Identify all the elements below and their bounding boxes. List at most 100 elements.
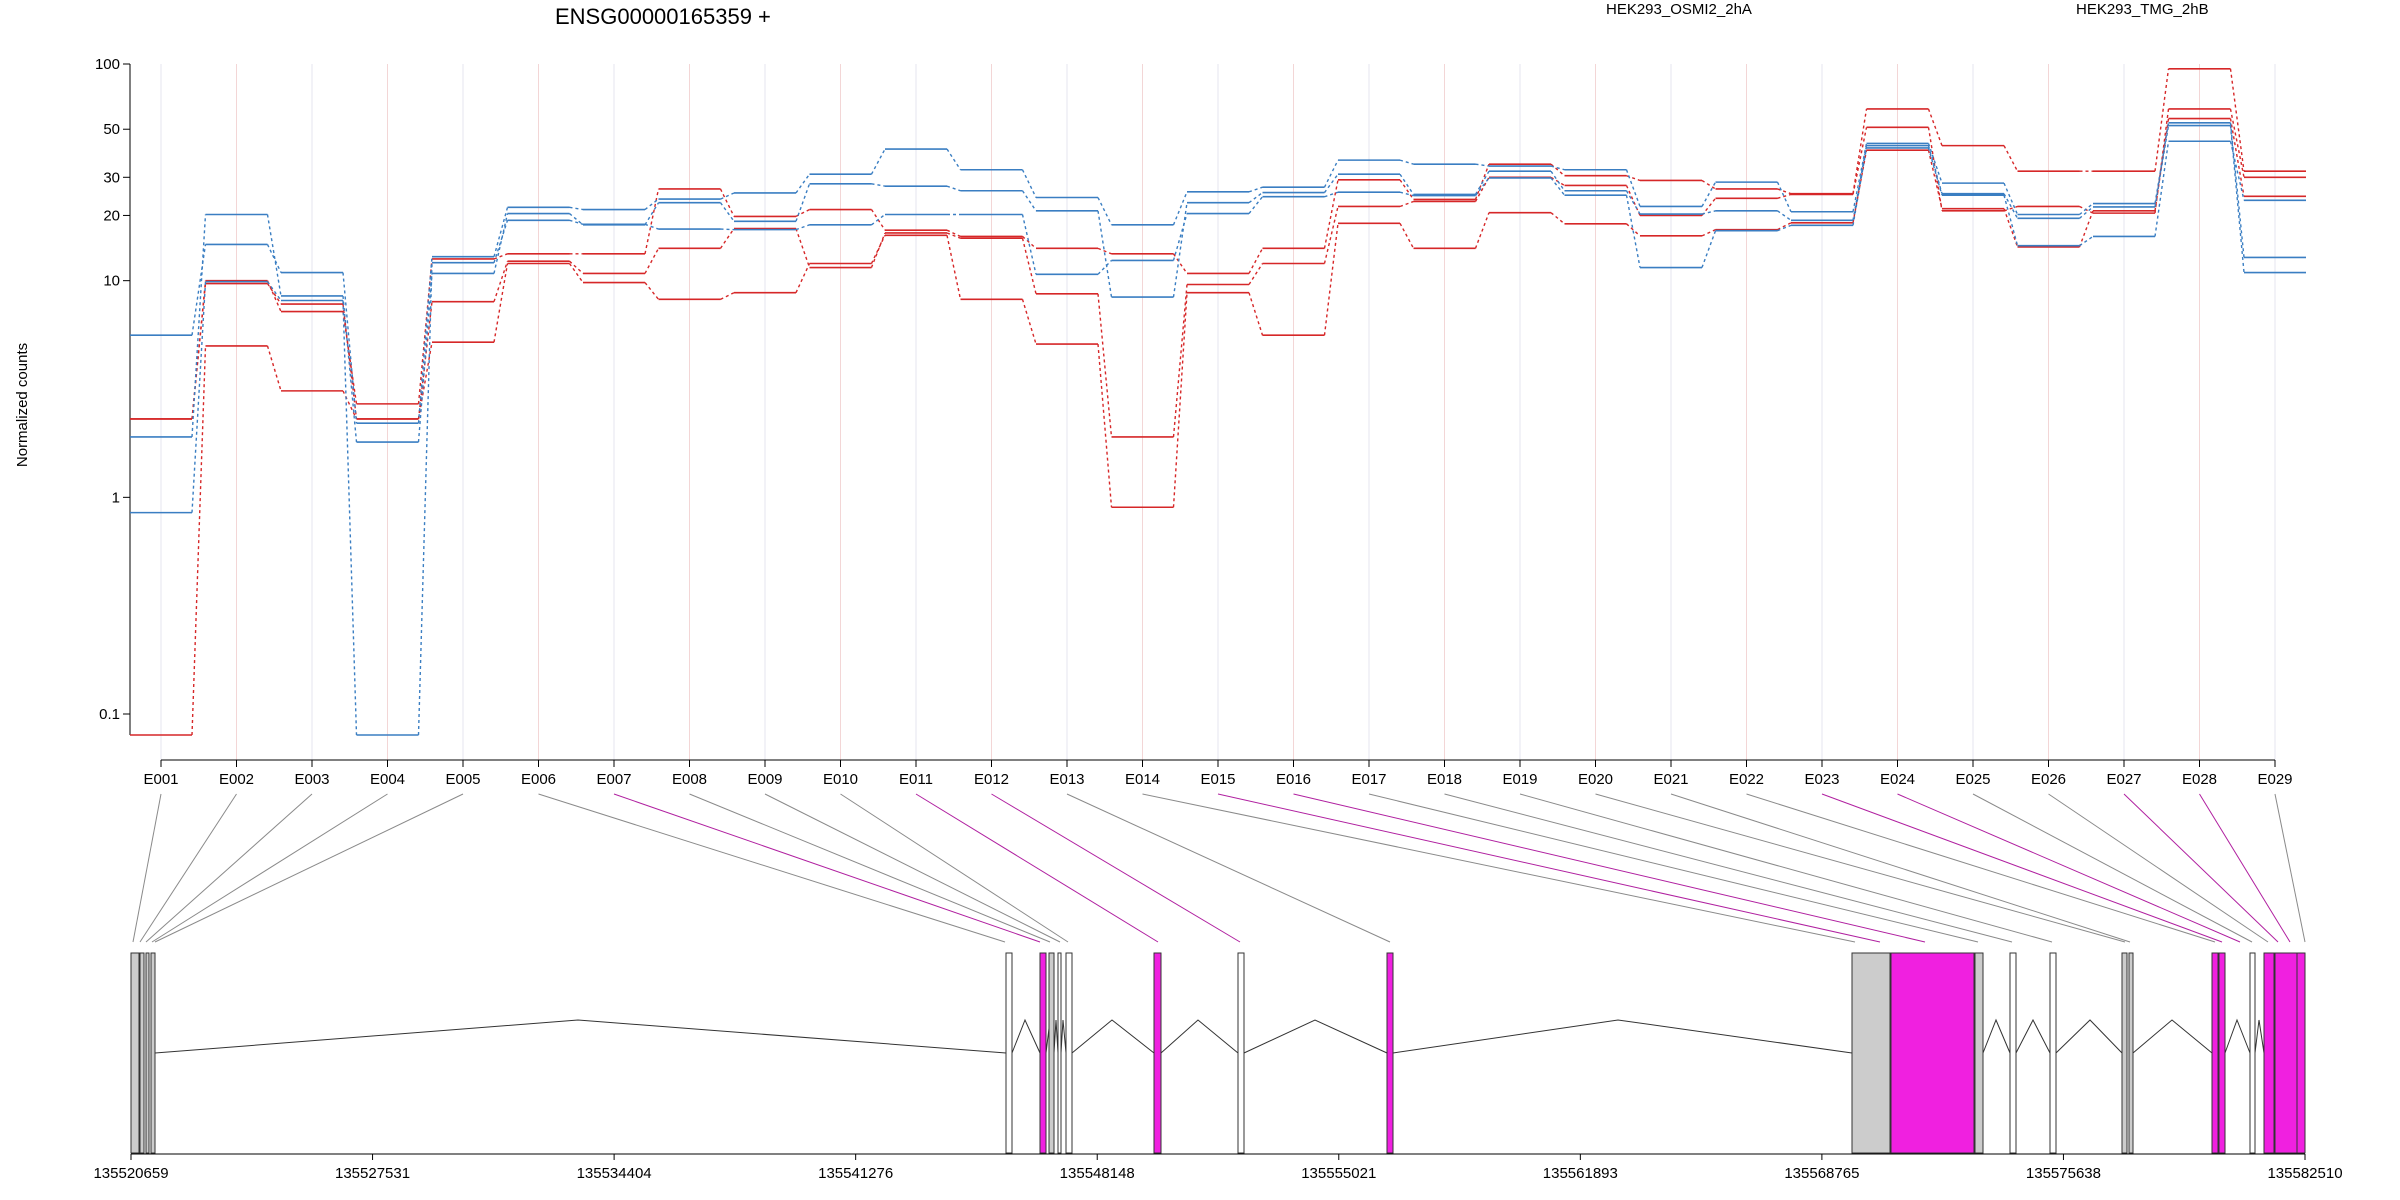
y-tick-label: 10 [103,273,120,290]
series-4-link [266,244,282,273]
intron-line [2055,1019,2123,1054]
vertical-gridlines [160,64,2276,760]
exon-connector-e004 [151,793,388,943]
exon-connector-e021 [1670,793,2131,943]
series-3-link [191,345,207,736]
series-1-link [1248,248,1264,274]
exon-connector-e025 [1972,793,2253,943]
x-tick-label-e018: E018 [1427,771,1462,788]
series-4-link [795,173,811,194]
series-5-link [417,273,433,443]
series-4-link [569,206,584,211]
series-6-link [1927,147,1943,196]
genomic-coordinate-axis: 135520659 135527531 135534404 135541276 1355… [93,1153,2343,1182]
x-tick-label-e013: E013 [1049,771,1084,788]
x-tick-label-e017: E017 [1351,771,1386,788]
y-tick-label: 30 [103,169,120,186]
exon-block [139,952,145,1154]
exon-connector-e024 [1897,793,2241,943]
series-5-link [644,202,660,226]
series-5-link [569,213,584,226]
series-4-link [1625,169,1641,207]
exon-block [2296,952,2306,1154]
series-3-link [493,263,509,343]
series-3-link [1172,292,1188,508]
series-4-link [1550,165,1565,171]
series-1-link [1927,108,1943,146]
series-4-link [2229,122,2245,258]
x-tick-label-e001: E001 [143,771,178,788]
exon-block [145,952,150,1154]
intron-line [1982,1018,2011,1054]
y-tick-label: 1 [112,489,120,506]
series-6-link [1399,191,1414,197]
series-1-link [1172,253,1188,274]
series-3-link [1927,150,1943,209]
series-6-link [2079,235,2094,247]
x-tick-label-e011: E011 [899,771,933,788]
x-tick-label-e005: E005 [445,771,480,788]
series-2-link [1399,200,1414,208]
series-3-link [2078,210,2094,248]
exon-connector-e010 [840,793,1069,943]
series-4-link [2154,122,2170,204]
coordinate-label: 135548148 [1060,1165,1135,1182]
y-tick-label: 100 [95,56,120,73]
series-3-link [1777,222,1792,231]
series-5-link [2154,125,2170,208]
series-5-link [2229,125,2245,273]
series-5-link [1172,202,1188,298]
coordinate-label: 135575638 [2026,1165,2101,1182]
series-6-link [191,281,207,513]
series-6-link [266,281,282,301]
series-6-link [795,224,810,231]
exon-block [1005,952,1013,1154]
x-tick-label-e028: E028 [2182,771,2217,788]
exon-block [1048,952,1055,1154]
series-5-link [1248,192,1263,204]
x-tick-label-e021: E021 [1653,771,1688,788]
series-4-link [720,192,735,200]
x-tick-label-e020: E020 [1578,771,1613,788]
series-3-link [870,234,886,264]
series-6-link [1097,259,1113,275]
series-3-link [720,292,735,300]
exon-connector-e017 [1368,793,1979,943]
exon-connector-e006 [538,793,1006,943]
series-5-link [266,214,282,297]
coordinate-label: 135520659 [93,1165,168,1182]
intron-line [2254,1019,2265,1054]
series-5-link [1399,173,1415,195]
exon-connector-e014 [1142,793,1856,943]
series-4-link [870,148,886,175]
exon-block [2121,952,2128,1154]
series-2-link [2003,205,2018,212]
series-6-link [1701,230,1717,268]
intron-line [2132,1019,2213,1054]
exon-connector-e013 [1066,793,1391,943]
x-tick-label-e009: E009 [747,771,782,788]
exon-block [1065,952,1073,1154]
x-tick-label-e008: E008 [672,771,707,788]
series-3 [130,117,2306,736]
series-2-link [266,283,282,305]
series-2-link [1701,197,1717,216]
intron-line [1243,1019,1388,1054]
series-6-link [1625,195,1641,268]
series-2-link [946,232,961,239]
exon-connector-e012 [991,793,1241,943]
series-1-link [2003,145,2019,172]
x-tick-label-e007: E007 [596,771,631,788]
x-tick-label-e004: E004 [370,771,405,788]
series-5-link [1927,145,1943,194]
series-3-link [1550,212,1565,225]
series-3-link [1021,299,1037,345]
exon-block [2211,952,2219,1154]
intron-line [2015,1018,2051,1054]
series-6-link [1550,177,1566,196]
intron-line [1392,1019,1853,1054]
series-2-link [1097,293,1113,438]
coordinate-label: 135527531 [335,1165,410,1182]
series-4 [130,122,2306,424]
